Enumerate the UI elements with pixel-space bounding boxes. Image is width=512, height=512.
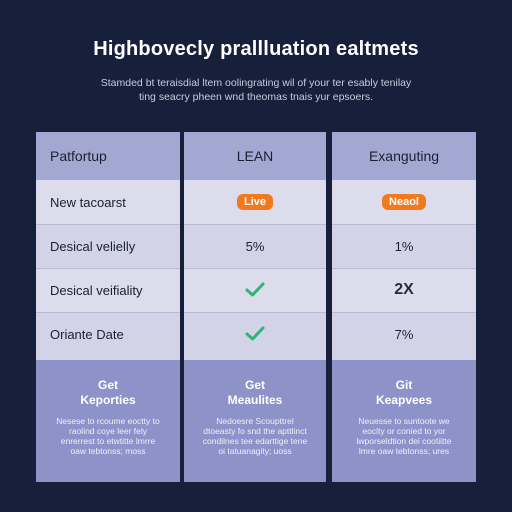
row-label: Desical veifiality (36, 268, 180, 312)
status-badge: Live (236, 194, 273, 210)
footer-title: Git Keapvees (375, 378, 433, 407)
row-label: Desical velielly (36, 224, 180, 268)
row-label: Oriante Date (36, 312, 180, 356)
row-label: New tacoarst (36, 180, 180, 224)
column-lean: LEAN Live 5% (184, 132, 326, 482)
row-value (184, 268, 326, 312)
column-header: Exanguting (332, 132, 476, 180)
footer-description: Neuesse to suntoote we eoclty or conied … (356, 416, 452, 456)
row-divider (36, 224, 180, 225)
comparison-table: Patfortup New tacoarst Desical velielly … (36, 132, 476, 482)
column-header: Patfortup (36, 132, 180, 180)
footer-description: Nesese to rcoume eoctty to raolind coye … (56, 416, 160, 456)
row-value: 2X (332, 268, 476, 312)
column-footer[interactable]: Get Meaulites Nedoesre Scoupttrel dtoeas… (184, 360, 326, 482)
footer-title: Get Keporties (80, 378, 136, 407)
row-divider (36, 268, 180, 269)
row-value: Neaol (332, 180, 476, 224)
row-value: 7% (332, 312, 476, 356)
footer-description: Nedoesre Scoupttrel dtoeasty fo snd the … (202, 416, 308, 456)
row-divider (36, 312, 180, 313)
column-footer[interactable]: Get Keporties Nesese to rcoume eoctty to… (36, 360, 180, 482)
check-icon (245, 326, 265, 342)
column-header: LEAN (184, 132, 326, 180)
footer-title: Get Meaulites (227, 378, 283, 407)
row-value (184, 312, 326, 356)
column-exanguting: Exanguting Neaol 1% 2X 7% Git Keapvees N… (332, 132, 476, 482)
column-features: Patfortup New tacoarst Desical velielly … (36, 132, 180, 482)
row-divider (184, 268, 326, 269)
status-badge: Neaol (382, 194, 426, 210)
row-divider (332, 312, 476, 313)
row-divider (332, 268, 476, 269)
row-value: Live (184, 180, 326, 224)
column-footer[interactable]: Git Keapvees Neuesse to suntoote we eocl… (332, 360, 476, 482)
page-title: Highbovecly prallluation ealtmets (93, 38, 419, 60)
page-subtitle: Stamded bt teraisdial ltem oolingrating … (100, 77, 412, 103)
check-icon (245, 282, 265, 298)
row-divider (332, 224, 476, 225)
row-divider (184, 312, 326, 313)
row-value: 1% (332, 224, 476, 268)
row-value: 5% (184, 224, 326, 268)
row-divider (184, 224, 326, 225)
